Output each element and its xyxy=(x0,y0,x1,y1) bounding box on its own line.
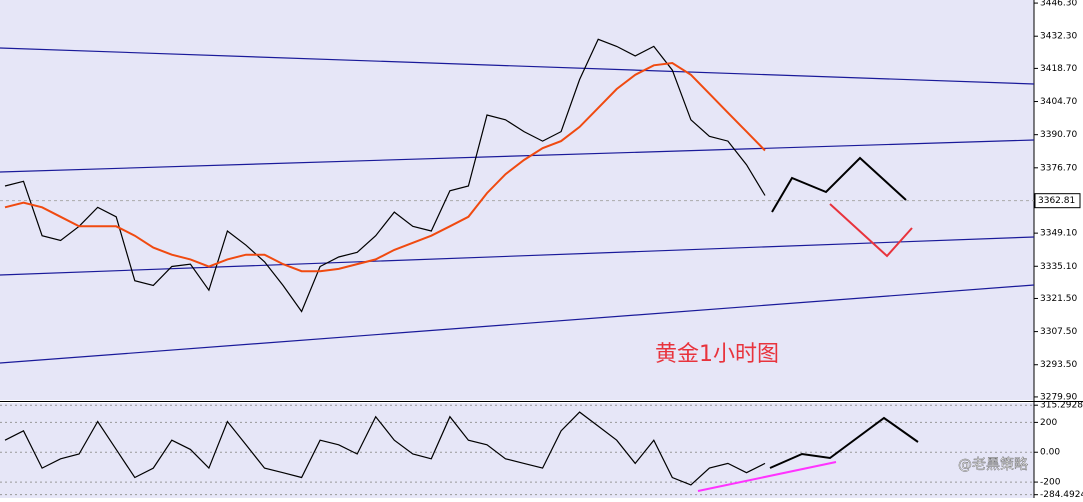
y-tick-label: 3307.50 xyxy=(1040,327,1077,337)
y-tick-label: 3349.10 xyxy=(1040,229,1077,239)
oscillator-panel xyxy=(0,403,1034,498)
main-panel xyxy=(0,0,1034,400)
y-tick-label: -284.4924 xyxy=(1040,490,1083,498)
y-tick-label: 315.2928 xyxy=(1040,401,1083,411)
y-tick-label: 0.00 xyxy=(1040,448,1060,458)
series-line xyxy=(4,38,766,313)
forecast-arrows xyxy=(697,156,919,492)
y-tick-label: 3432.30 xyxy=(1040,32,1077,42)
y-tick-label: -200 xyxy=(1040,478,1061,488)
y-tick-label: 3279.90 xyxy=(1040,392,1077,402)
y-tick-label: 3404.70 xyxy=(1040,97,1077,107)
annotation: 黄金1小时图 xyxy=(655,342,779,367)
y-tick-label: 200 xyxy=(1040,418,1057,428)
y-tick-label: 3335.10 xyxy=(1040,262,1077,272)
price-label: 3362.81 xyxy=(1038,196,1075,206)
y-tick-label: 3446.30 xyxy=(1040,0,1077,9)
y-tick-label: 3293.50 xyxy=(1040,360,1077,370)
watermark: @老黑策略 xyxy=(958,456,1028,473)
price-box xyxy=(1034,193,1081,209)
y-tick-label: 3376.70 xyxy=(1040,163,1077,173)
y-tick-label: 3321.50 xyxy=(1040,294,1077,304)
series-line xyxy=(4,61,766,273)
y-tick-label: 3418.70 xyxy=(1040,64,1077,74)
y-tick-label: 3390.70 xyxy=(1040,130,1077,140)
series-line xyxy=(4,411,766,486)
trendlines xyxy=(0,47,1035,364)
